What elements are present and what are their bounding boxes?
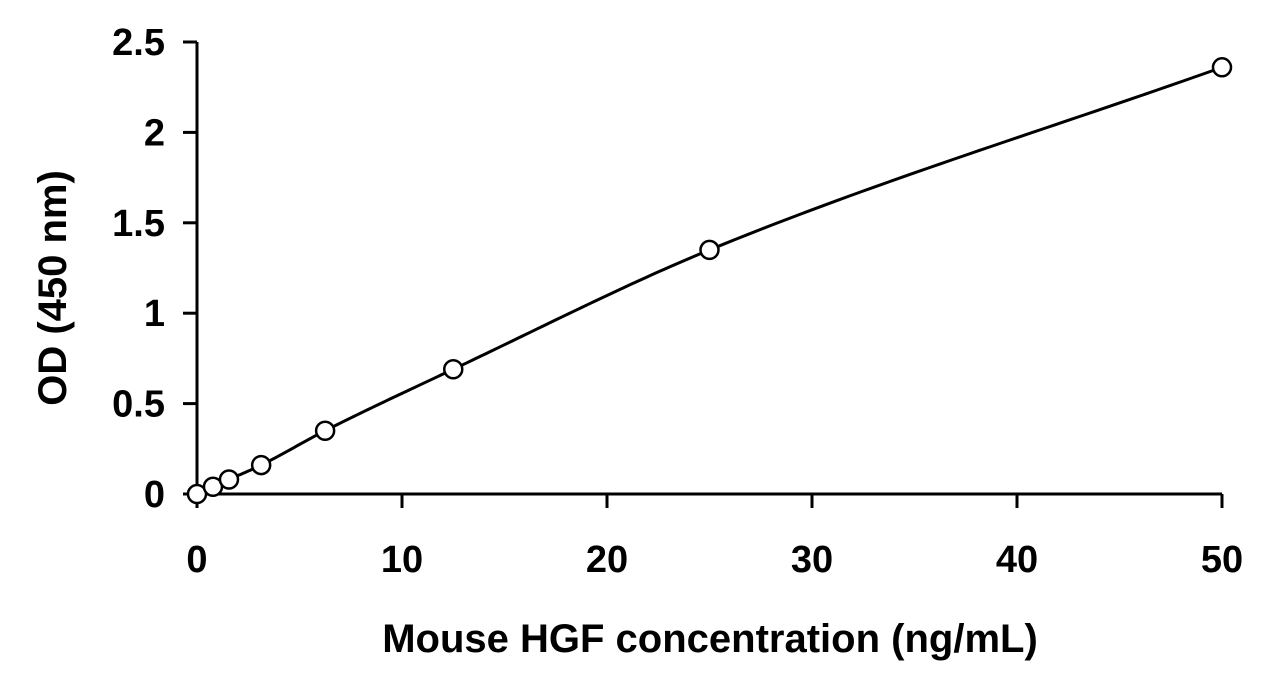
- x-tick-label: 0: [186, 539, 207, 581]
- data-point: [1211, 57, 1233, 78]
- y-tick-label: 0.5: [112, 384, 165, 426]
- y-tick-label: 2.5: [112, 22, 165, 64]
- ticks: 0 0.5 1 1.5 2 2.5 0 10 20 30 40 50: [112, 22, 1243, 581]
- data-point: [314, 420, 336, 441]
- data-point: [250, 454, 272, 476]
- x-tick-label: 10: [381, 539, 423, 581]
- y-tick-label: 1: [144, 293, 165, 335]
- y-tick-label: 1.5: [112, 203, 165, 245]
- axes: [195, 42, 1222, 496]
- x-tick-label: 40: [996, 539, 1038, 581]
- y-tick-label: 0: [144, 474, 165, 516]
- data-point: [699, 239, 720, 261]
- y-axis-title: OD (450 nm): [31, 170, 75, 406]
- data-point: [443, 358, 464, 380]
- x-tick-label: 30: [791, 539, 833, 581]
- y-tick-label: 2: [144, 112, 165, 154]
- data-points: [186, 57, 1233, 505]
- x-tick-label: 50: [1201, 539, 1243, 581]
- x-axis-title: Mouse HGF concentration (ng/mL): [382, 617, 1038, 661]
- fit-curve-group: [196, 65, 1223, 496]
- x-tick-label: 20: [586, 539, 628, 581]
- data-point: [218, 469, 240, 490]
- fit-curve: [196, 65, 1223, 496]
